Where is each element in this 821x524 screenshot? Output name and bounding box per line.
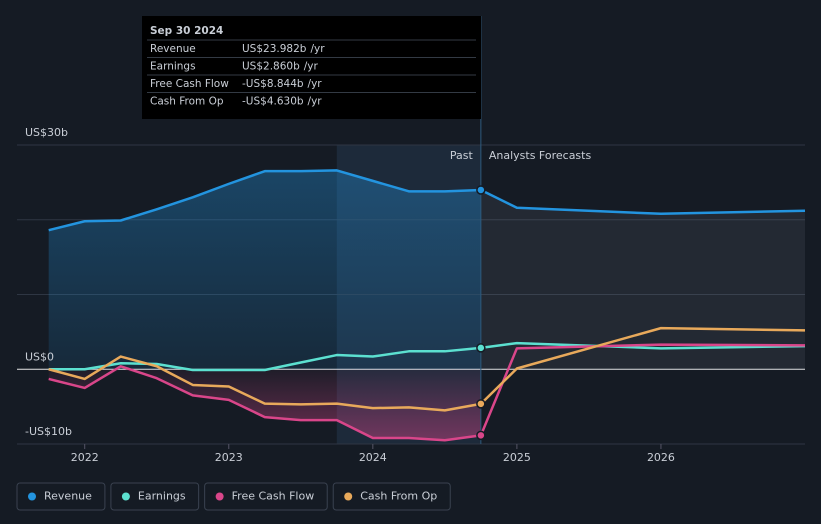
legend-swatch bbox=[121, 492, 130, 501]
legend-item[interactable]: Free Cash Flow bbox=[204, 482, 328, 511]
tooltip-label: Revenue bbox=[150, 43, 196, 55]
legend-swatch bbox=[215, 492, 224, 501]
past-label: Past bbox=[450, 149, 474, 162]
legend-item[interactable]: Earnings bbox=[110, 482, 200, 511]
tooltip-value: -US$8.844b bbox=[242, 78, 304, 90]
tooltip-unit: /yr bbox=[308, 96, 323, 108]
tooltip-box bbox=[142, 16, 481, 119]
legend-box[interactable] bbox=[110, 482, 200, 511]
tooltip-unit: /yr bbox=[304, 61, 319, 73]
past-area bbox=[48, 170, 481, 370]
x-tick-label: 2022 bbox=[71, 451, 99, 464]
legend-label: Revenue bbox=[44, 490, 92, 503]
legend-box[interactable] bbox=[204, 482, 328, 511]
x-tick-label: 2024 bbox=[359, 451, 387, 464]
point-marker bbox=[476, 430, 486, 441]
legend-label: Free Cash Flow bbox=[232, 490, 315, 503]
x-tick-label: 2026 bbox=[647, 451, 675, 464]
legend-label: Earnings bbox=[138, 490, 186, 503]
y-tick-label: US$30b bbox=[25, 126, 68, 139]
legend-swatch bbox=[28, 492, 36, 501]
tooltip-unit: /yr bbox=[310, 43, 325, 55]
series-line bbox=[48, 169, 806, 232]
y-tick-label: US$0 bbox=[25, 350, 54, 363]
series-line bbox=[48, 343, 806, 442]
legend-item[interactable]: Cash From Op bbox=[332, 482, 451, 511]
point-marker bbox=[476, 185, 486, 195]
series-line bbox=[48, 341, 806, 372]
tooltip-date: Sep 30 2024 bbox=[150, 25, 223, 37]
x-tick-label: 2023 bbox=[215, 451, 243, 464]
tooltip-value: US$2.860b bbox=[242, 61, 300, 73]
forecast-label: Analysts Forecasts bbox=[489, 149, 592, 162]
tooltip-unit: /yr bbox=[308, 78, 323, 90]
legend-item[interactable]: Revenue bbox=[16, 482, 106, 511]
y-tick-label: -US$10b bbox=[25, 425, 72, 438]
legend-swatch bbox=[344, 492, 353, 501]
legend-box[interactable] bbox=[16, 482, 106, 511]
legend-box[interactable] bbox=[332, 482, 451, 511]
series-line bbox=[48, 326, 806, 412]
forecast-area bbox=[480, 189, 805, 370]
point-marker bbox=[476, 399, 486, 409]
x-tick-label: 2025 bbox=[503, 451, 531, 464]
tooltip-value: -US$4.630b bbox=[242, 96, 304, 108]
point-marker bbox=[476, 343, 486, 353]
legend-label: Cash From Op bbox=[360, 490, 437, 503]
tooltip-value: US$23.982b bbox=[242, 43, 307, 55]
tooltip-label: Free Cash Flow bbox=[150, 78, 229, 90]
tooltip-label: Earnings bbox=[150, 61, 196, 73]
tooltip-label: Cash From Op bbox=[150, 96, 224, 108]
